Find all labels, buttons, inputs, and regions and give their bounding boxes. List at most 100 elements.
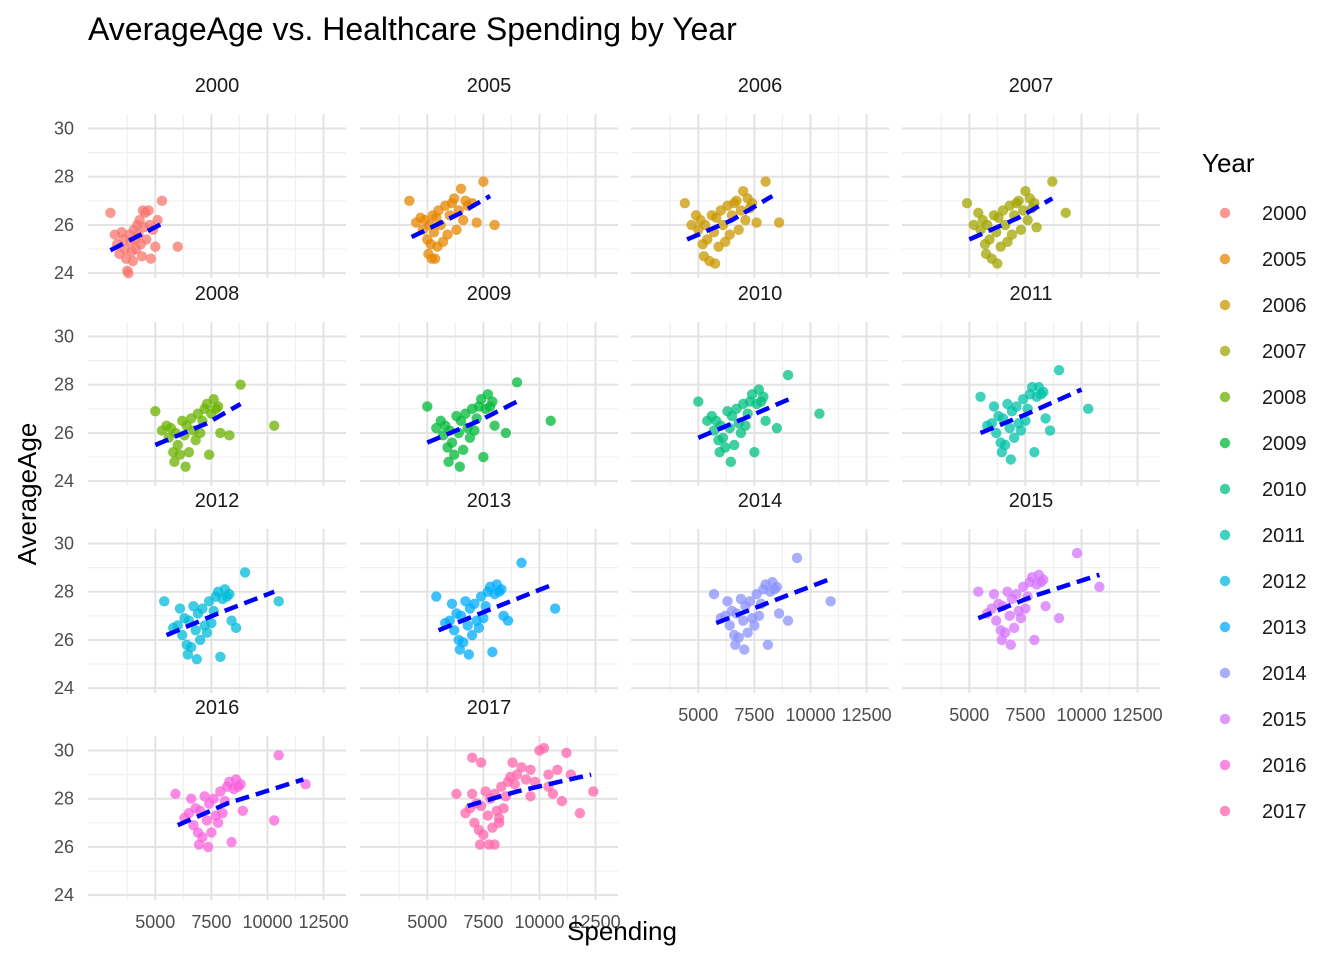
data-point xyxy=(462,620,473,631)
data-point xyxy=(739,644,750,655)
data-point xyxy=(516,762,527,773)
legend-swatch xyxy=(1219,391,1231,403)
data-point xyxy=(1029,634,1040,646)
legend-label: 2008 xyxy=(1262,387,1307,409)
data-point xyxy=(538,742,550,754)
facet-strip-label: 2008 xyxy=(195,283,240,305)
data-point xyxy=(1011,401,1022,412)
y-tick-label: 30 xyxy=(54,740,74,760)
data-point xyxy=(145,253,157,264)
data-point xyxy=(141,234,152,245)
legend-label: 2015 xyxy=(1262,709,1307,731)
y-tick-label: 28 xyxy=(54,167,74,187)
legend-item-2015: 2015 xyxy=(1219,709,1307,731)
data-point xyxy=(988,401,1000,412)
y-tick-label: 24 xyxy=(54,885,74,905)
facet-panel-2010: 2010 xyxy=(631,283,889,486)
data-point xyxy=(489,219,500,231)
legend-title: Year xyxy=(1202,148,1255,178)
data-point xyxy=(404,195,415,207)
facet-strip-label: 2016 xyxy=(195,697,240,719)
data-point xyxy=(455,183,467,194)
data-point xyxy=(762,639,774,650)
data-point xyxy=(991,427,1002,439)
facet-panel-2012: 2012 24 26 28 30 xyxy=(54,490,346,698)
data-point xyxy=(814,408,825,419)
data-point xyxy=(186,641,197,653)
trend-line xyxy=(686,194,774,242)
data-point xyxy=(760,415,771,427)
data-point xyxy=(699,219,711,231)
data-point xyxy=(742,627,753,638)
x-tick-label: 10000 xyxy=(242,912,292,932)
data-point xyxy=(174,449,186,460)
data-point xyxy=(269,420,280,431)
data-point xyxy=(740,214,751,226)
y-tick-label: 26 xyxy=(54,837,74,857)
legend-item-2010: 2010 xyxy=(1219,479,1307,501)
data-point xyxy=(172,241,183,252)
legend-item-2014: 2014 xyxy=(1219,663,1307,685)
data-point xyxy=(724,620,735,631)
data-point xyxy=(760,176,771,187)
data-point xyxy=(500,427,512,439)
data-point xyxy=(720,442,731,453)
data-point xyxy=(429,253,441,264)
data-point xyxy=(782,369,794,381)
data-point xyxy=(782,615,794,626)
x-tick-label: 7500 xyxy=(1005,705,1045,725)
data-point xyxy=(478,176,489,187)
legend-label: 2006 xyxy=(1262,295,1307,317)
data-point xyxy=(191,654,203,665)
data-point xyxy=(525,791,536,802)
data-point xyxy=(1040,413,1051,424)
data-point xyxy=(180,461,191,472)
legend-item-2000: 2000 xyxy=(1219,203,1307,225)
trend-line xyxy=(977,572,1101,621)
legend-label: 2005 xyxy=(1262,249,1307,271)
data-point xyxy=(1004,610,1015,622)
data-point xyxy=(758,391,769,402)
data-point xyxy=(520,774,532,785)
y-tick-label: 28 xyxy=(54,375,74,395)
data-point xyxy=(451,788,462,800)
trend-line xyxy=(410,194,492,240)
data-point xyxy=(186,793,197,804)
data-point xyxy=(487,646,498,658)
legend-item-2012: 2012 xyxy=(1219,571,1307,593)
y-tick-label: 28 xyxy=(54,789,74,809)
x-tick-label: 7500 xyxy=(191,912,231,932)
data-point xyxy=(1015,613,1027,624)
data-point xyxy=(127,255,139,267)
legend-swatch xyxy=(1219,345,1231,357)
data-point xyxy=(156,195,168,207)
y-tick-label: 30 xyxy=(54,118,74,138)
data-point xyxy=(273,596,284,607)
data-point xyxy=(474,839,486,850)
facet-panel-2013: 2013 xyxy=(360,490,618,693)
data-point xyxy=(509,779,520,790)
facet-panel-2007: 2007 xyxy=(902,75,1160,278)
data-point xyxy=(466,788,478,800)
facet-panel-2011: 2011 xyxy=(902,283,1160,486)
data-point xyxy=(466,752,478,763)
data-point xyxy=(1015,425,1027,436)
data-point xyxy=(235,779,246,790)
data-point xyxy=(463,649,475,660)
legend-swatch xyxy=(1219,253,1231,265)
trend-line xyxy=(968,196,1054,242)
legend-label: 2016 xyxy=(1262,755,1307,777)
x-tick-label: 5000 xyxy=(407,912,447,932)
data-point xyxy=(749,620,760,631)
legend-label: 2009 xyxy=(1262,433,1307,455)
x-tick-label: 12500 xyxy=(842,705,892,725)
legend-swatch xyxy=(1219,713,1231,725)
legend-swatch xyxy=(1219,437,1231,449)
data-point xyxy=(105,207,116,219)
data-point xyxy=(201,627,213,638)
data-point xyxy=(1047,176,1058,187)
y-tick-label: 26 xyxy=(54,215,74,235)
data-point xyxy=(984,234,995,245)
data-point xyxy=(177,629,188,641)
